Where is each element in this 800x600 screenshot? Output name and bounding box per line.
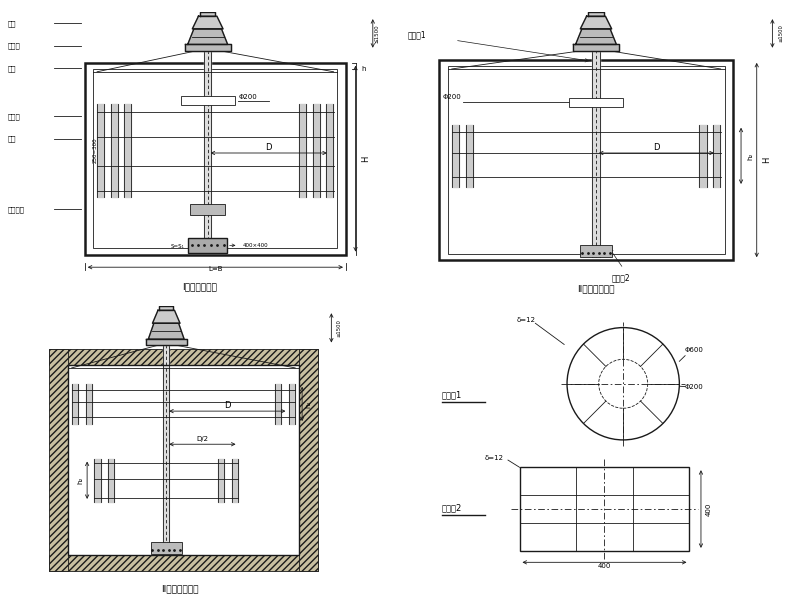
Text: D: D: [653, 143, 660, 152]
Text: D: D: [224, 401, 230, 410]
Polygon shape: [148, 323, 184, 339]
Bar: [439, 60, 734, 260]
Text: 400: 400: [598, 563, 611, 569]
Polygon shape: [573, 44, 619, 50]
Text: 预埋件2: 预埋件2: [442, 503, 462, 512]
Text: H: H: [362, 155, 370, 162]
Bar: [189, 238, 227, 253]
Text: 搅拌轴: 搅拌轴: [8, 113, 21, 119]
Bar: [569, 98, 623, 107]
Text: 预埋件1: 预埋件1: [442, 391, 462, 400]
Polygon shape: [200, 13, 215, 16]
Text: D: D: [266, 143, 272, 152]
Polygon shape: [159, 307, 173, 310]
Bar: [50, 555, 318, 571]
Polygon shape: [580, 16, 612, 29]
Text: δ=12: δ=12: [485, 455, 504, 461]
Polygon shape: [588, 13, 604, 16]
Polygon shape: [192, 16, 223, 29]
Text: ≤1500: ≤1500: [778, 25, 783, 43]
Bar: [519, 467, 690, 551]
Circle shape: [567, 328, 679, 440]
Text: h₂: h₂: [78, 476, 84, 484]
Text: h₂: h₂: [747, 152, 753, 160]
Bar: [85, 63, 346, 254]
Text: 预埋件1: 预埋件1: [408, 31, 426, 40]
Text: H: H: [762, 157, 771, 163]
Text: 预埋件2: 预埋件2: [612, 273, 630, 282]
Text: Φ200: Φ200: [238, 94, 257, 100]
Text: h₂: h₂: [306, 400, 311, 407]
Text: D/2: D/2: [196, 436, 208, 442]
Bar: [68, 365, 298, 555]
Text: Φ200: Φ200: [685, 383, 704, 389]
Circle shape: [598, 359, 648, 408]
Text: h: h: [362, 66, 366, 72]
Text: 减速机: 减速机: [8, 43, 21, 49]
Text: L=B: L=B: [208, 266, 222, 272]
Polygon shape: [153, 310, 180, 323]
Bar: [68, 365, 298, 555]
Text: ≤1500: ≤1500: [337, 319, 342, 337]
Polygon shape: [188, 29, 228, 44]
Bar: [94, 69, 338, 248]
Text: I全层全高桨板: I全层全高桨板: [182, 282, 218, 291]
Polygon shape: [576, 29, 616, 44]
Bar: [448, 66, 725, 254]
Text: II单层半高桨板: II单层半高桨板: [578, 284, 614, 293]
Text: 水下支座: 水下支座: [8, 206, 25, 213]
Polygon shape: [146, 339, 187, 346]
Bar: [50, 349, 68, 571]
Text: II双层全高桨板: II双层全高桨板: [162, 584, 198, 593]
Polygon shape: [185, 44, 230, 50]
Text: 框框: 框框: [8, 136, 17, 142]
Text: δ=12: δ=12: [517, 317, 536, 323]
Text: 400×400: 400×400: [242, 243, 268, 248]
Text: ≤1500: ≤1500: [374, 24, 380, 43]
Bar: [50, 349, 318, 365]
Text: Φ200: Φ200: [443, 94, 462, 100]
Text: 250~300: 250~300: [93, 137, 98, 163]
Text: 400: 400: [706, 502, 711, 516]
Bar: [190, 204, 225, 215]
Text: Φ600: Φ600: [685, 347, 704, 353]
Bar: [181, 97, 234, 106]
Bar: [150, 542, 182, 554]
Text: 支座: 支座: [8, 65, 17, 72]
Bar: [580, 245, 612, 257]
Text: S=S₁: S=S₁: [171, 244, 185, 250]
Bar: [298, 349, 318, 571]
Text: 电机: 电机: [8, 20, 17, 26]
